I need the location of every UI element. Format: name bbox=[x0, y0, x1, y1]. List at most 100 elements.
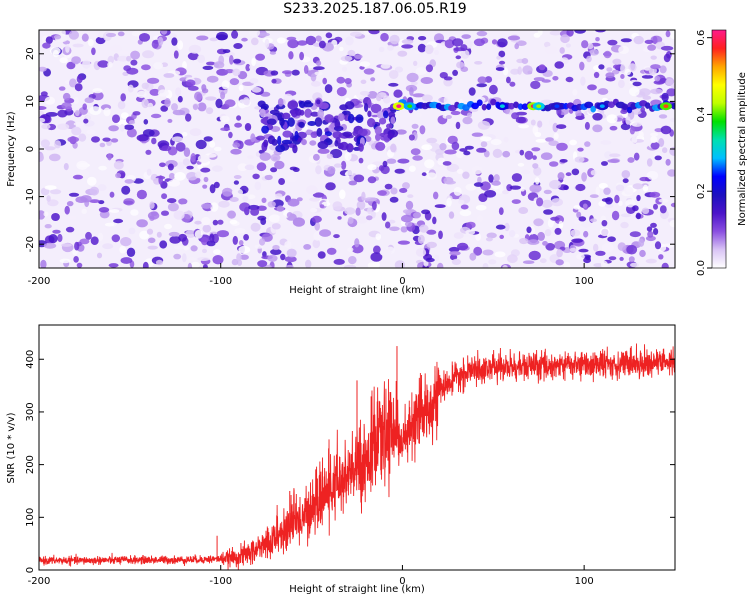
heatmap-cell bbox=[81, 33, 89, 42]
heatmap-cell bbox=[469, 239, 479, 247]
colorbar-tick-label: 0.0 bbox=[696, 260, 707, 276]
heatmap-cell bbox=[502, 190, 509, 195]
heatmap-cell bbox=[374, 126, 382, 135]
heatmap-cell bbox=[598, 200, 606, 207]
heatmap-cell bbox=[620, 63, 626, 74]
heatmap-cell bbox=[334, 119, 341, 129]
heatmap-cell bbox=[44, 185, 57, 191]
heatmap-cell bbox=[245, 63, 251, 72]
heatmap-cell bbox=[495, 224, 506, 230]
heatmap-cell bbox=[439, 143, 447, 151]
heatmap-cell bbox=[573, 205, 581, 210]
heatmap-cell bbox=[357, 128, 368, 137]
heatmap-cell bbox=[259, 108, 266, 118]
heatmap-cell bbox=[317, 251, 326, 259]
heatmap-cell bbox=[552, 122, 559, 133]
heatmap-cell bbox=[386, 123, 393, 129]
heatmap-cell bbox=[453, 186, 462, 196]
heatmap-cell bbox=[390, 116, 396, 125]
heatmap-y-tick-label: -10 bbox=[25, 188, 36, 204]
heatmap-cell bbox=[84, 97, 94, 104]
heatmap-cell bbox=[344, 152, 352, 161]
heatmap-cell bbox=[291, 69, 300, 76]
heatmap-cell bbox=[620, 109, 628, 115]
heatmap-cell bbox=[421, 209, 431, 215]
heatmap-cell bbox=[310, 131, 318, 138]
heatmap-cell bbox=[497, 38, 508, 48]
heatmap-cell bbox=[545, 243, 555, 251]
heatmap-cell bbox=[419, 224, 429, 233]
heatmap-cell bbox=[347, 49, 356, 57]
heatmap-cell bbox=[193, 203, 203, 208]
heatmap-cell bbox=[460, 66, 469, 72]
heatmap-cell bbox=[537, 231, 545, 241]
heatmap-cell bbox=[393, 89, 403, 98]
heatmap-cell bbox=[601, 228, 609, 236]
heatmap-cell bbox=[325, 182, 336, 191]
heatmap-cell bbox=[533, 77, 545, 82]
heatmap-cell bbox=[257, 32, 270, 37]
heatmap-cell bbox=[269, 109, 280, 115]
heatmap-cell bbox=[45, 36, 53, 44]
heatmap-cell bbox=[490, 98, 497, 106]
heatmap-cell bbox=[432, 216, 437, 225]
heatmap-cell bbox=[222, 187, 233, 197]
heatmap-cell bbox=[295, 108, 302, 116]
heatmap-cell bbox=[407, 104, 413, 108]
heatmap-cell bbox=[243, 234, 250, 241]
heatmap-cell bbox=[539, 258, 547, 264]
heatmap-cell bbox=[325, 32, 333, 39]
heatmap-cell bbox=[69, 78, 77, 88]
heatmap-cell bbox=[270, 248, 282, 255]
heatmap-cell bbox=[159, 162, 166, 168]
heatmap-cell bbox=[473, 38, 485, 47]
heatmap-cell bbox=[360, 79, 367, 85]
heatmap-cell bbox=[126, 128, 137, 138]
heatmap-cell bbox=[438, 230, 443, 240]
heatmap-cell bbox=[554, 104, 560, 108]
heatmap-cell bbox=[287, 198, 300, 207]
heatmap-cell bbox=[98, 207, 110, 213]
heatmap-cell bbox=[149, 88, 161, 96]
heatmap-cell bbox=[169, 236, 181, 244]
heatmap-cell bbox=[619, 256, 624, 261]
heatmap-cell bbox=[159, 240, 168, 249]
heatmap-cell bbox=[375, 233, 382, 241]
heatmap-cell bbox=[341, 160, 347, 170]
heatmap-cell bbox=[317, 148, 330, 154]
heatmap-cell bbox=[333, 258, 345, 265]
heatmap-cell bbox=[186, 165, 194, 170]
heatmap-cell bbox=[600, 260, 608, 268]
heatmap-cell bbox=[556, 142, 568, 151]
heatmap-cell bbox=[502, 150, 511, 158]
heatmap-cell bbox=[382, 95, 391, 104]
heatmap-cell bbox=[389, 226, 400, 232]
heatmap-cell bbox=[532, 155, 537, 160]
heatmap-cell bbox=[465, 221, 476, 229]
heatmap-cell bbox=[212, 165, 223, 172]
heatmap-cell bbox=[201, 203, 212, 209]
heatmap-cell bbox=[459, 209, 472, 217]
heatmap-cell bbox=[185, 113, 192, 122]
heatmap-cell bbox=[65, 226, 75, 233]
heatmap-cell bbox=[511, 112, 520, 120]
heatmap-cell bbox=[73, 122, 85, 126]
heatmap-cell bbox=[285, 264, 294, 268]
heatmap-cell bbox=[639, 249, 646, 258]
heatmap-cell bbox=[517, 66, 522, 75]
heatmap-cell bbox=[259, 152, 271, 161]
heatmap-cell bbox=[632, 81, 642, 87]
heatmap-cell bbox=[126, 67, 139, 75]
heatmap-cell bbox=[535, 139, 547, 143]
heatmap-cell bbox=[224, 69, 235, 74]
heatmap-cell bbox=[638, 88, 651, 96]
heatmap-cell bbox=[167, 163, 174, 171]
heatmap-cell bbox=[251, 57, 256, 67]
heatmap-cell bbox=[593, 263, 604, 268]
heatmap-cell bbox=[444, 149, 457, 155]
heatmap-cell bbox=[319, 174, 327, 180]
heatmap-cell bbox=[247, 155, 254, 159]
heatmap-cell bbox=[324, 131, 332, 137]
heatmap-cell bbox=[146, 168, 152, 176]
heatmap-cell bbox=[143, 119, 149, 125]
